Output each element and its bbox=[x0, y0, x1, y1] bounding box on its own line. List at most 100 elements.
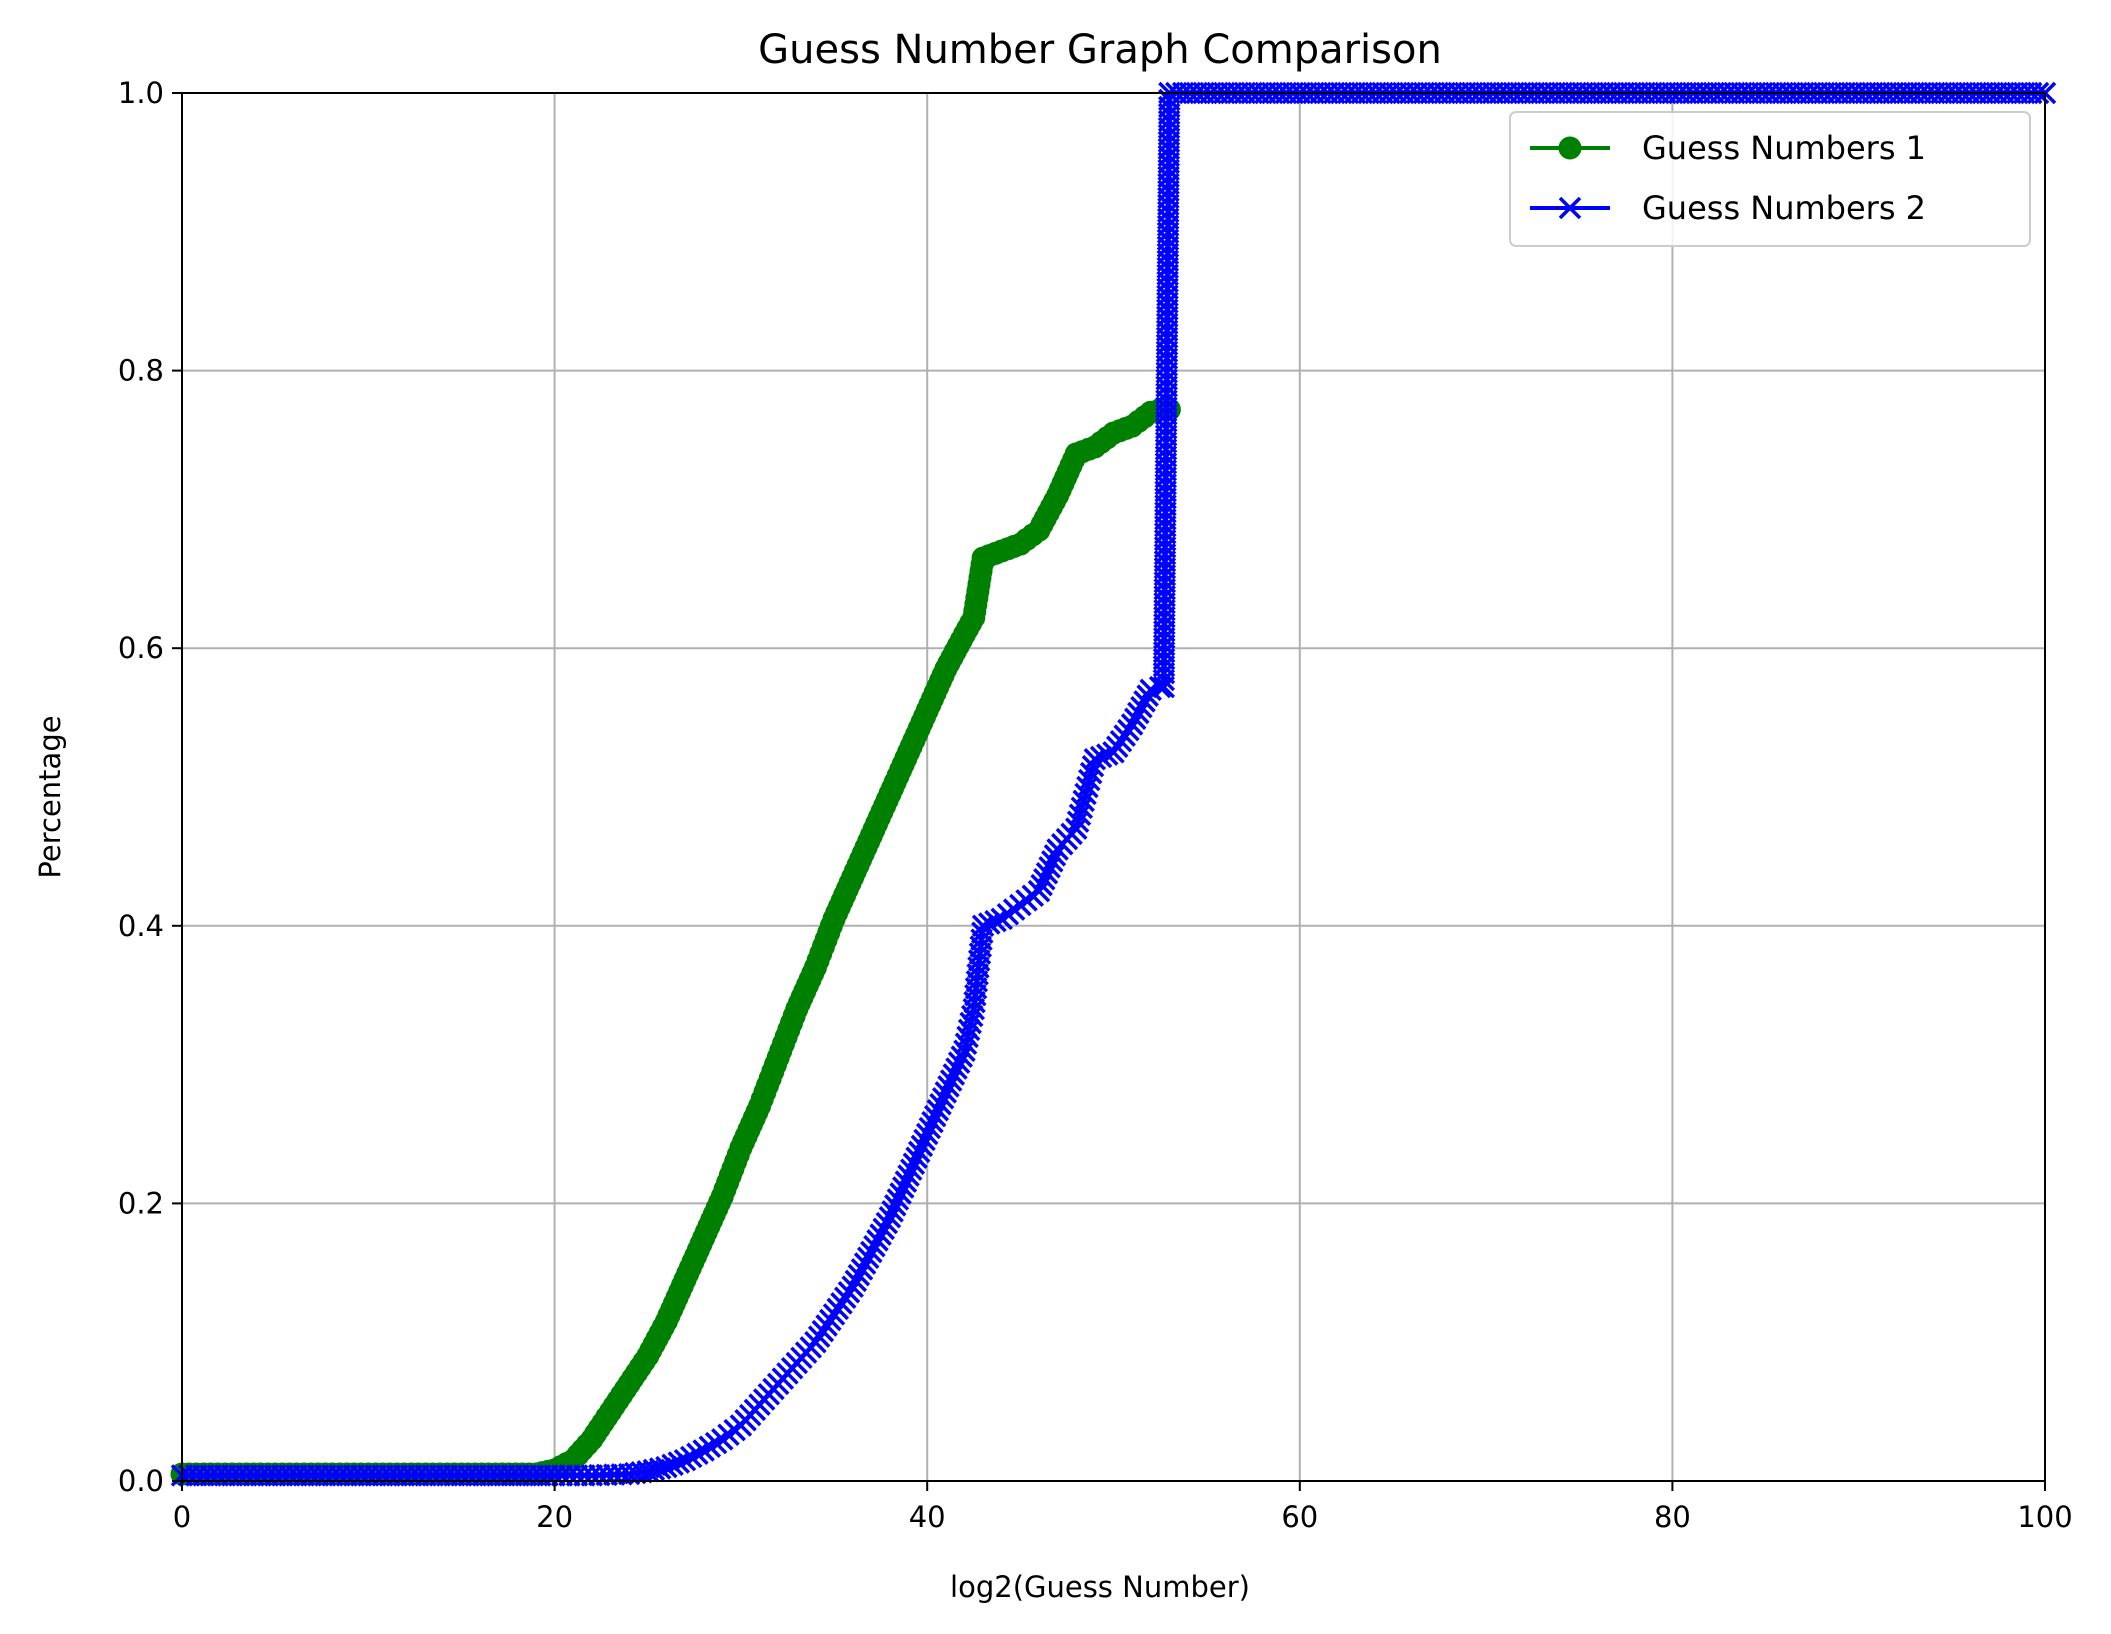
chart-title: Guess Number Graph Comparison bbox=[758, 27, 1442, 73]
data-point bbox=[863, 1234, 886, 1258]
data-point bbox=[686, 1442, 709, 1465]
data-point bbox=[959, 1011, 982, 1035]
data-point bbox=[1078, 768, 1101, 792]
marker-stroke bbox=[1033, 867, 1056, 891]
y-tick-label: 0.8 bbox=[118, 354, 164, 388]
marker-stroke bbox=[1558, 196, 1582, 220]
marker-stroke bbox=[655, 1455, 678, 1479]
marker-stroke bbox=[872, 1217, 895, 1241]
marker-stroke bbox=[956, 1025, 979, 1049]
data-point bbox=[1043, 844, 1067, 867]
data-point bbox=[953, 1039, 976, 1062]
x-tick-label: 0 bbox=[173, 1500, 191, 1534]
data-point bbox=[661, 1453, 684, 1477]
x-tick-label: 40 bbox=[909, 1500, 946, 1534]
marker-stroke bbox=[910, 1134, 934, 1158]
marker-stroke bbox=[679, 1445, 703, 1469]
marker-stroke bbox=[971, 914, 995, 938]
marker-stroke bbox=[661, 1453, 684, 1477]
marker-stroke bbox=[959, 1011, 982, 1035]
marker-stroke bbox=[953, 1039, 976, 1062]
marker-stroke bbox=[667, 1451, 691, 1474]
legend-item-1: Guess Numbers 1 bbox=[1530, 129, 1926, 167]
data-point bbox=[971, 914, 995, 938]
data-point bbox=[945, 1057, 968, 1080]
data-point bbox=[872, 1217, 895, 1241]
data-point bbox=[853, 1252, 877, 1275]
data-point bbox=[934, 1081, 958, 1104]
marker-stroke bbox=[1043, 844, 1067, 867]
marker-stroke bbox=[923, 1104, 947, 1128]
data-point bbox=[907, 1140, 931, 1164]
marker-stroke bbox=[875, 1211, 899, 1235]
marker-stroke bbox=[1083, 748, 1107, 771]
x-axis-label: log2(Guess Number) bbox=[950, 1570, 1250, 1604]
data-point bbox=[923, 1104, 947, 1128]
legend-label: Guess Numbers 2 bbox=[1642, 189, 1926, 227]
y-axis-label: Percentage bbox=[33, 715, 67, 878]
marker-stroke bbox=[1030, 873, 1053, 897]
data-point bbox=[875, 1211, 899, 1235]
data-point bbox=[1076, 775, 1099, 799]
marker-stroke bbox=[1089, 745, 1113, 769]
data-point bbox=[1068, 803, 1092, 826]
data-point bbox=[856, 1246, 880, 1270]
marker-stroke bbox=[947, 1051, 971, 1074]
marker-stroke bbox=[1148, 675, 1172, 699]
marker-stroke bbox=[1066, 810, 1090, 833]
data-point bbox=[913, 1128, 936, 1152]
data-point bbox=[918, 1116, 942, 1140]
marker-stroke bbox=[1079, 761, 1103, 785]
marker-stroke bbox=[673, 1448, 697, 1472]
data-point bbox=[1130, 695, 1153, 719]
data-point bbox=[984, 909, 1007, 933]
data-point bbox=[1070, 796, 1094, 820]
marker-stroke bbox=[892, 1176, 915, 1199]
marker-stroke bbox=[884, 1194, 907, 1217]
marker-stroke bbox=[1035, 862, 1059, 885]
marker-stroke bbox=[905, 1146, 928, 1170]
data-point bbox=[667, 1451, 691, 1474]
marker-stroke bbox=[853, 1252, 877, 1275]
marker-stroke bbox=[704, 1431, 728, 1455]
data-point bbox=[947, 1051, 971, 1074]
data-point bbox=[673, 1448, 697, 1472]
data-point bbox=[892, 1176, 915, 1199]
data-point bbox=[957, 1018, 981, 1042]
data-point bbox=[1083, 748, 1107, 771]
marker-stroke bbox=[1072, 789, 1095, 813]
marker-stroke bbox=[698, 1435, 722, 1459]
y-tick-label: 0.6 bbox=[118, 631, 164, 665]
marker-stroke bbox=[1070, 796, 1094, 820]
marker-stroke bbox=[850, 1258, 874, 1281]
marker-stroke bbox=[847, 1263, 871, 1287]
data-point bbox=[937, 1075, 960, 1098]
data-point bbox=[850, 1258, 874, 1281]
data-point bbox=[956, 1025, 979, 1049]
data-point bbox=[1127, 701, 1150, 725]
marker-stroke bbox=[929, 1093, 952, 1116]
data-point bbox=[878, 1206, 902, 1229]
marker-stroke bbox=[934, 1081, 958, 1104]
data-point bbox=[679, 1445, 703, 1469]
data-point bbox=[1030, 873, 1053, 897]
data-point bbox=[942, 1063, 966, 1086]
marker-stroke bbox=[1038, 856, 1061, 879]
data-point bbox=[889, 1182, 912, 1205]
data-point bbox=[704, 1431, 728, 1455]
data-point bbox=[915, 1122, 939, 1146]
data-point bbox=[886, 1188, 910, 1211]
marker-stroke bbox=[1068, 803, 1092, 826]
legend-marker bbox=[1558, 136, 1582, 160]
data-point bbox=[1072, 789, 1095, 813]
marker-stroke bbox=[897, 1164, 920, 1187]
data-point bbox=[866, 1229, 889, 1252]
data-point bbox=[1035, 862, 1059, 885]
marker-stroke bbox=[950, 1045, 974, 1068]
marker-stroke bbox=[860, 1240, 883, 1264]
marker-stroke bbox=[984, 909, 1007, 933]
legend-item-2: Guess Numbers 2 bbox=[1530, 189, 1926, 227]
marker-stroke bbox=[1127, 701, 1150, 725]
data-point bbox=[1089, 745, 1113, 769]
